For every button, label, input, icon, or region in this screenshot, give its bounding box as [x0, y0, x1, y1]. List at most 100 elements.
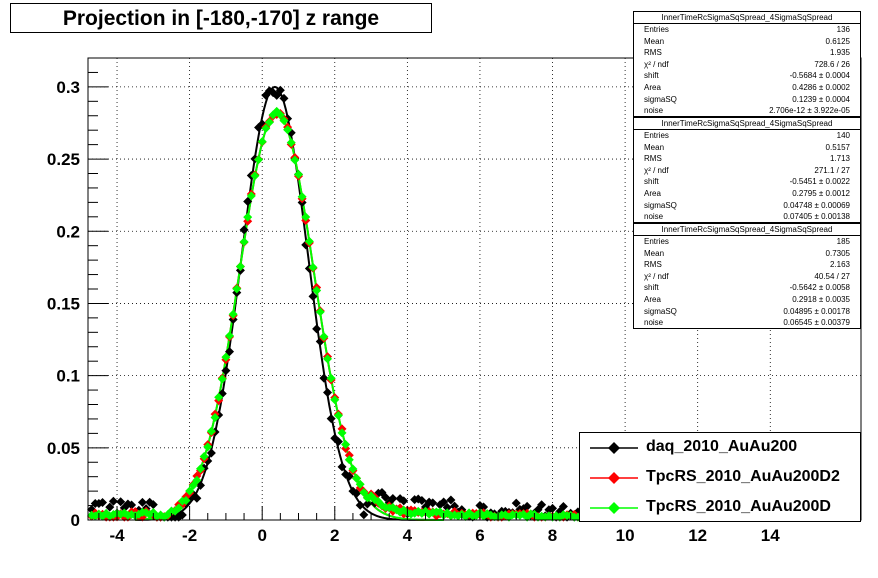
legend-marker-green	[590, 502, 638, 514]
data-point-0	[450, 501, 460, 511]
data-point-2	[254, 155, 264, 165]
data-point-0	[362, 499, 372, 509]
data-point-2	[192, 475, 202, 485]
stats-key: sigmaSQ	[644, 94, 677, 104]
stats-row: Mean 0.6125	[634, 36, 860, 48]
data-point-2	[304, 236, 314, 246]
data-point-0	[337, 462, 347, 472]
data-point-0	[308, 291, 318, 301]
stats-value: 0.07405 ± 0.00138	[783, 212, 850, 222]
stats-row: shift -0.5684 ± 0.0004	[634, 70, 860, 82]
data-point-2	[174, 503, 184, 513]
chart-title: Projection in [-180,-170] z range	[62, 7, 380, 30]
data-point-0	[279, 93, 289, 103]
stats-row: shift -0.5642 ± 0.0058	[634, 282, 860, 294]
data-point-2	[232, 284, 242, 294]
stats-key: RMS	[644, 260, 662, 270]
data-point-0	[127, 500, 137, 510]
data-point-2	[217, 374, 227, 384]
stats-key: noise	[644, 106, 664, 116]
data-point-0	[275, 85, 285, 95]
stats-value: -0.5642 ± 0.0058	[789, 283, 850, 293]
data-point-0	[446, 495, 456, 505]
x-tick-label: 10	[616, 526, 635, 545]
stats-key: χ² / ndf	[644, 271, 669, 281]
data-point-0	[221, 366, 231, 376]
data-point-0	[558, 502, 568, 512]
stats-value: 2.163	[829, 260, 850, 270]
stats-key: Area	[644, 188, 661, 198]
stats-row: shift -0.5451 ± 0.0022	[634, 176, 860, 188]
fit-curves	[135, 85, 444, 521]
legend-entry-tpcrs-d: TpcRS_2010_AuAu200D	[580, 493, 860, 523]
data-point-2	[290, 155, 300, 165]
data-point-0	[225, 347, 235, 357]
stats-key: RMS	[644, 48, 662, 58]
fit-curve-1	[135, 111, 444, 521]
stats-value: 140	[836, 131, 850, 140]
stats-row: Area 0.4286 ± 0.0002	[634, 82, 860, 94]
data-point-2	[312, 286, 322, 296]
data-point-0	[243, 196, 253, 206]
data-point-0	[192, 493, 202, 503]
data-point-0	[355, 500, 365, 510]
legend-label: daq_2010_AuAu200	[646, 438, 798, 455]
stats-row: Entries 136	[634, 24, 860, 36]
data-point-2	[283, 125, 293, 135]
data-point-0	[319, 373, 329, 383]
stats-value: 728.6 / 26	[814, 59, 850, 69]
legend-entry-tpcrs-d2: TpcRS_2010_AuAu200D2	[580, 463, 860, 493]
x-tick-label: 12	[688, 526, 707, 545]
legend-entry-daq: daq_2010_AuAu200	[580, 433, 860, 463]
data-point-0	[323, 388, 333, 398]
data-point-0	[537, 500, 547, 510]
stats-key: Mean	[644, 248, 665, 258]
data-point-0	[399, 496, 409, 506]
data-point-2	[98, 511, 108, 521]
stats-key: χ² / ndf	[644, 59, 669, 69]
stats-header: InnerTimeRcSigmaSqSpread_4SigmaSqSpread	[634, 224, 860, 236]
stats-key: noise	[644, 212, 664, 222]
data-point-2	[344, 455, 354, 465]
stats-box-1: InnerTimeRcSigmaSqSpread_4SigmaSqSpread …	[633, 11, 861, 117]
stats-row: RMS 2.163	[634, 259, 860, 271]
legend-label: TpcRS_2010_AuAu200D2	[646, 468, 840, 485]
x-tick-label: 4	[403, 526, 413, 545]
data-point-0	[522, 501, 532, 511]
data-point-2	[235, 262, 245, 272]
stats-key: shift	[644, 71, 659, 81]
data-point-2	[413, 506, 423, 516]
stats-value: 0.06545 ± 0.00379	[783, 318, 850, 328]
data-point-2	[185, 486, 195, 496]
data-point-0	[312, 324, 322, 334]
stats-key: sigmaSQ	[644, 200, 677, 210]
data-point-2	[108, 509, 118, 519]
x-tick-label: -4	[109, 526, 125, 545]
stats-row: sigmaSQ 0.04748 ± 0.00069	[634, 200, 860, 212]
y-tick-label: 0.3	[56, 78, 80, 97]
data-point-0	[239, 225, 249, 235]
data-point-0	[442, 502, 452, 512]
stats-box-2: InnerTimeRcSigmaSqSpread_4SigmaSqSpread …	[633, 117, 861, 223]
stats-value: 0.6125	[825, 36, 850, 46]
data-point-2	[214, 392, 224, 402]
y-tick-label: 0.2	[56, 222, 80, 241]
data-point-0	[439, 497, 449, 507]
fit-curve-2	[135, 111, 444, 521]
stats-key: Area	[644, 82, 661, 92]
data-point-0	[326, 414, 336, 424]
stats-value: 2.706e-12 ± 3.922e-05	[769, 106, 850, 116]
stats-row: χ² / ndf 40.54 / 27	[634, 271, 860, 283]
stats-key: shift	[644, 283, 659, 293]
stats-value: 185	[836, 237, 850, 246]
x-tick-label: 6	[475, 526, 484, 545]
data-point-0	[428, 498, 438, 508]
stats-row: noise 0.07405 ± 0.00138	[634, 211, 860, 223]
stats-row: Mean 0.5157	[634, 142, 860, 154]
data-point-2	[341, 440, 351, 450]
x-tick-label: -2	[182, 526, 197, 545]
data-point-0	[98, 497, 108, 507]
legend-label: TpcRS_2010_AuAu200D	[646, 498, 831, 515]
stats-row: Entries 140	[634, 130, 860, 142]
data-point-2	[323, 354, 333, 364]
